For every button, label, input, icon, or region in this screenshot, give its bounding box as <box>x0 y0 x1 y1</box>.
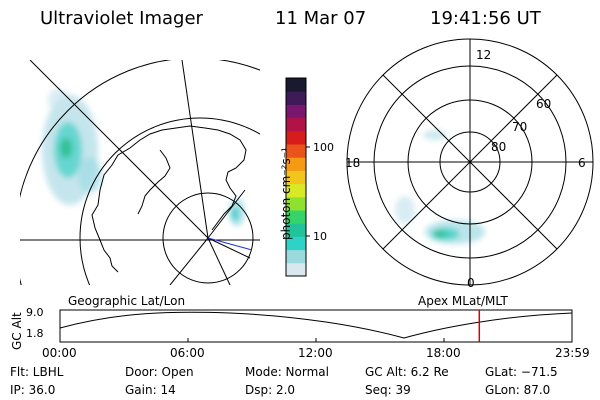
xtick-0000: 00:00 <box>42 346 77 360</box>
x-ticks <box>187 338 445 342</box>
altitude-plot <box>59 309 573 343</box>
colorbar-segment <box>286 78 306 92</box>
colorbar-segment <box>286 249 306 264</box>
mlt-lat-60: 60 <box>536 97 552 111</box>
aurora-emission-mlt <box>395 130 485 244</box>
time-label: 19:41:56 UT <box>430 8 541 29</box>
colorbar-segment <box>286 104 306 119</box>
colorbar-segment <box>286 130 306 145</box>
colorbar-segment <box>286 210 306 224</box>
date-label: 11 Mar 07 <box>275 8 367 29</box>
colorbar-segment <box>286 236 306 251</box>
geographic-label: Geographic Lat/Lon <box>68 294 186 308</box>
instrument-title: Ultraviolet Imager <box>40 8 203 29</box>
altitude-ytick-high: 9.0 <box>26 306 44 319</box>
xtick-0600: 06:00 <box>170 346 205 360</box>
mlt-label: Apex MLat/MLT <box>418 294 508 308</box>
info-glon: GLon: 87.0 <box>485 383 551 397</box>
colorbar-segment <box>286 157 306 171</box>
info-door: Door: Open <box>125 365 194 379</box>
aurora-emission-geo <box>42 88 245 226</box>
info-gc-alt: GC Alt: 6.2 Re <box>365 365 449 379</box>
colorbar-tick-100: 100 <box>313 141 334 154</box>
info-mode: Mode: Normal <box>245 365 329 379</box>
colorbar-segment <box>286 170 306 185</box>
xtick-1200: 12:00 <box>298 346 333 360</box>
mlt-lat-70: 70 <box>512 120 528 134</box>
geo-lat-circle <box>162 192 254 284</box>
info-filter: Flt: LBHL <box>10 365 64 379</box>
mlt-polar-plot <box>346 38 594 286</box>
mlt-hour-bottom: 0 <box>467 276 475 290</box>
colorbar-segment <box>286 117 306 132</box>
colorbar-label: photon cm⁻²s⁻¹ <box>279 147 293 240</box>
altitude-ytick-low: 1.8 <box>26 327 44 340</box>
colorbar-segment <box>286 196 306 211</box>
altitude-ylabel: GC Alt <box>10 312 24 350</box>
xtick-2359: 23:59 <box>555 346 590 360</box>
mlt-hour-right: 6 <box>578 156 586 170</box>
coastline <box>91 125 247 273</box>
info-ip: IP: 36.0 <box>10 383 56 397</box>
info-dsp: Dsp: 2.0 <box>245 383 296 397</box>
info-seq: Seq: 39 <box>365 383 411 397</box>
altitude-curve <box>59 311 573 339</box>
geo-lat-circle <box>79 117 260 285</box>
colorbar-segment <box>286 91 306 105</box>
info-glat: GLat: −71.5 <box>485 365 558 379</box>
mlt-hour-top: 12 <box>476 48 492 62</box>
mlt-hour-left: 18 <box>345 156 361 170</box>
info-gain: Gain: 14 <box>125 383 176 397</box>
colorbar <box>286 78 306 277</box>
colorbar-segment <box>286 183 306 198</box>
geographic-map <box>20 60 260 285</box>
xtick-1800: 18:00 <box>426 346 461 360</box>
colorbar-segment <box>286 144 306 158</box>
colorbar-tick-10: 10 <box>313 230 327 243</box>
mlt-lat-80: 80 <box>491 140 507 154</box>
colorbar-segment <box>286 223 306 237</box>
colorbar-segment <box>286 262 306 277</box>
